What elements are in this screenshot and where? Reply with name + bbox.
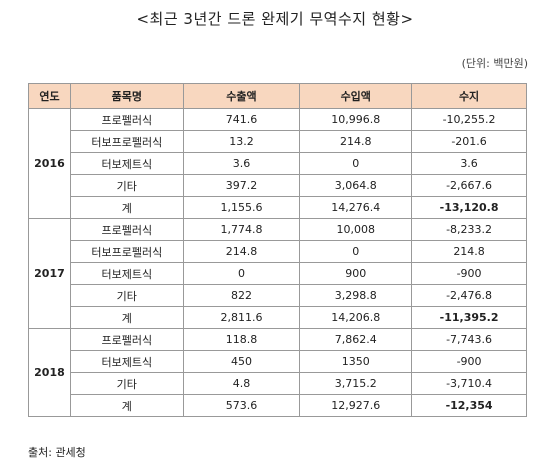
table-body: 2016 프로펠러식 741.6 10,996.8 -10,255.2 터보프로펠러식 13…	[28, 108, 527, 417]
table-row: 터보제트식 450 1350 -900	[29, 350, 527, 373]
value-cell: -900	[411, 350, 527, 373]
item-cell: 프로펠러식	[69, 328, 184, 351]
table-row: 기타 4.8 3,715.2 -3,710.4	[29, 372, 527, 395]
value-cell: -2,476.8	[411, 284, 527, 307]
header-cell: 수입액	[299, 83, 413, 109]
value-cell: 12,927.6	[299, 394, 413, 417]
value-cell: 214.8	[411, 240, 527, 263]
value-cell: -10,255.2	[411, 108, 527, 131]
value-cell: 2,811.6	[182, 306, 301, 329]
item-cell: 터보제트식	[69, 350, 184, 373]
table-row: 계 1,155.6 14,276.4 -13,120.8	[29, 196, 527, 219]
table-row: 기타 822 3,298.8 -2,476.8	[29, 284, 527, 307]
item-cell: 계	[69, 306, 184, 329]
value-cell: 450	[182, 350, 301, 373]
value-cell: 0	[182, 262, 301, 285]
value-cell: -900	[411, 262, 527, 285]
value-cell: 3,298.8	[299, 284, 413, 307]
value-cell: 7,862.4	[299, 328, 413, 351]
value-cell: 118.8	[182, 328, 301, 351]
table-row: 터보제트식 3.6 0 3.6	[29, 152, 527, 175]
header-cell: 수출액	[182, 83, 301, 109]
value-cell: 900	[299, 262, 413, 285]
table-row: 터보프로펠러식 13.2 214.8 -201.6	[29, 130, 527, 153]
unit-note: (단위: 백만원)	[461, 57, 528, 70]
value-cell: 397.2	[182, 174, 301, 197]
value-cell: 573.6	[182, 394, 301, 417]
value-cell: -2,667.6	[411, 174, 527, 197]
value-cell: 1,155.6	[182, 196, 301, 219]
value-cell: -3,710.4	[411, 372, 527, 395]
value-cell: -8,233.2	[411, 218, 527, 241]
value-cell: 0	[299, 240, 413, 263]
year-cell: 2018	[28, 328, 71, 417]
item-cell: 터보프로펠러식	[69, 130, 184, 153]
item-cell: 계	[69, 394, 184, 417]
header-cell: 연도	[28, 83, 71, 109]
value-cell: -13,120.8	[411, 196, 527, 219]
value-cell: 3.6	[182, 152, 301, 175]
value-cell: 741.6	[182, 108, 301, 131]
value-cell: 1,774.8	[182, 218, 301, 241]
value-cell: -201.6	[411, 130, 527, 153]
table-row: 2016 프로펠러식 741.6 10,996.8 -10,255.2	[28, 108, 527, 219]
value-cell: 14,206.8	[299, 306, 413, 329]
header-cell: 수지	[411, 83, 527, 109]
value-cell: 10,008	[299, 218, 413, 241]
source-note: 출처: 관세청	[28, 446, 86, 459]
table-row: 터보프로펠러식 214.8 0 214.8	[29, 240, 527, 263]
title: <최근 3년간 드론 완제기 무역수지 현황>	[136, 10, 414, 28]
value-cell: 10,996.8	[299, 108, 413, 131]
item-cell: 프로펠러식	[69, 108, 184, 131]
item-cell: 프로펠러식	[69, 218, 184, 241]
trade-table: 연도 품목명 수출액 수입액 수지 2016 프로펠러식 741.6 10,996.8 -10,…	[28, 83, 527, 417]
value-cell: 14,276.4	[299, 196, 413, 219]
item-cell: 터보프로펠러식	[69, 240, 184, 263]
item-cell: 기타	[69, 284, 184, 307]
value-cell: 3,715.2	[299, 372, 413, 395]
table-row: 2017 프로펠러식 1,774.8 10,008 -8,233.2	[28, 218, 527, 329]
value-cell: -11,395.2	[411, 306, 527, 329]
value-cell: 214.8	[182, 240, 301, 263]
value-cell: 13.2	[182, 130, 301, 153]
value-cell: 4.8	[182, 372, 301, 395]
value-cell: 3,064.8	[299, 174, 413, 197]
item-cell: 터보제트식	[69, 262, 184, 285]
year-cell: 2017	[28, 218, 71, 329]
table-row: 계 2,811.6 14,206.8 -11,395.2	[29, 306, 527, 329]
table-row: 계 573.6 12,927.6 -12,354	[29, 394, 527, 417]
value-cell: 0	[299, 152, 413, 175]
value-cell: -7,743.6	[411, 328, 527, 351]
value-cell: 214.8	[299, 130, 413, 153]
header-row: 연도 품목명 수출액 수입액 수지	[28, 83, 527, 109]
table-row: 터보제트식 0 900 -900	[29, 262, 527, 285]
table-row: 기타 397.2 3,064.8 -2,667.6	[29, 174, 527, 197]
value-cell: -12,354	[411, 394, 527, 417]
table-row: 2018 프로펠러식 118.8 7,862.4 -7,743.6	[28, 328, 527, 417]
item-cell: 기타	[69, 174, 184, 197]
item-cell: 계	[69, 196, 184, 219]
value-cell: 1350	[299, 350, 413, 373]
value-cell: 3.6	[411, 152, 527, 175]
header-cell: 품목명	[69, 83, 184, 109]
value-cell: 822	[182, 284, 301, 307]
year-cell: 2016	[28, 108, 71, 219]
item-cell: 터보제트식	[69, 152, 184, 175]
item-cell: 기타	[69, 372, 184, 395]
